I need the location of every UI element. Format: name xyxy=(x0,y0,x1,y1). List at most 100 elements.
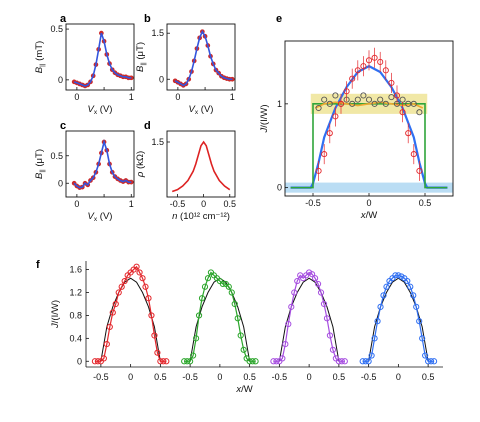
point-f-3-3 xyxy=(368,352,375,359)
panel-letter-d: d xyxy=(144,120,151,132)
point-e-4-4 xyxy=(337,100,345,107)
point-e-4-6 xyxy=(349,75,356,82)
point-f-0-9 xyxy=(118,283,125,290)
model-curve-f-0 xyxy=(100,277,161,362)
point-f-3-11 xyxy=(392,272,399,279)
ylabel-e-unit: /(I/W) xyxy=(259,105,270,128)
point-f-0-21 xyxy=(154,349,161,356)
point-f-1-16 xyxy=(228,289,235,296)
xtick-label-f-7: 0 xyxy=(307,372,312,382)
point-f-0-1 xyxy=(94,358,102,365)
point-e-4-1 xyxy=(321,151,328,158)
point-f-3-1 xyxy=(362,358,369,365)
point-e-3-12 xyxy=(382,100,389,107)
point-f-1-6 xyxy=(198,295,206,302)
point-f-3-7 xyxy=(380,292,387,299)
axes-frame-d xyxy=(166,130,236,198)
point-f-0-20 xyxy=(151,332,158,339)
xtick-label-c-2: 1 xyxy=(129,199,134,209)
series-e-0-line xyxy=(290,64,448,189)
series-f-3-line xyxy=(362,274,435,362)
ylabel-c: B|| (μT) xyxy=(34,149,46,179)
point-f-2-15 xyxy=(314,280,322,288)
point-f-0-14 xyxy=(133,263,140,270)
point-f-0-19 xyxy=(148,312,155,319)
xtick-label-b-0: 0 xyxy=(175,92,180,102)
xlabel-e-unit: /W xyxy=(366,210,378,221)
point-e-4-7 xyxy=(354,67,361,74)
point-f-2-23 xyxy=(338,358,345,365)
point-f-1-19 xyxy=(237,332,244,339)
point-f-0-17 xyxy=(142,283,149,290)
point-f-0-5 xyxy=(106,323,113,330)
ytick-label-a-1: 0.5 xyxy=(50,24,63,34)
panel-letter-a: a xyxy=(60,13,67,25)
point-f-2-1 xyxy=(273,358,280,365)
point-f-0-7 xyxy=(112,300,119,308)
xlabel-d-unit: (10¹² cm⁻¹²) xyxy=(177,211,230,222)
point-e-3-17 xyxy=(410,100,417,107)
ytick-label-f-2: 0.8 xyxy=(69,310,82,320)
point-f-3-5 xyxy=(374,318,381,325)
ylabel-a-var: B xyxy=(34,66,45,73)
point-e-4-11 xyxy=(377,58,384,65)
xtick-label-f-9: -0.5 xyxy=(361,372,377,382)
point-f-3-21 xyxy=(422,352,429,359)
ytick-label-e-1: 1 xyxy=(277,99,282,109)
xtick-label-a-0: 0 xyxy=(74,92,79,102)
point-f-1-20 xyxy=(240,346,247,353)
point-f-1-4 xyxy=(192,335,200,342)
point-e-3-10 xyxy=(371,100,378,107)
point-e-4-3 xyxy=(332,113,339,120)
point-e-3-8 xyxy=(360,92,367,99)
xtick-label-f-5: 0.5 xyxy=(243,372,256,382)
ylabel-b-var: B xyxy=(135,65,146,72)
xlabel-a-unit: (V) xyxy=(97,104,112,115)
point-f-1-17 xyxy=(231,300,238,308)
xlabel-b: Vx (V) xyxy=(189,104,214,116)
point-f-2-12 xyxy=(306,269,313,276)
point-e-4-14 xyxy=(393,92,401,99)
point-f-1-5 xyxy=(195,312,203,319)
ylabel-d: ρ (kΩ) xyxy=(135,151,146,178)
point-e-4-8 xyxy=(360,63,367,70)
point-f-2-0 xyxy=(270,358,277,365)
point-f-1-15 xyxy=(225,283,232,290)
series-b-1-line xyxy=(174,29,233,87)
point-f-2-18 xyxy=(323,315,331,322)
xtick-label-f-6: -0.5 xyxy=(272,372,288,382)
xtick-label-e-1: 0 xyxy=(366,198,371,208)
point-f-0-15 xyxy=(136,269,143,276)
point-e-4-16 xyxy=(405,130,412,137)
xlabel-a-sub: x xyxy=(94,109,98,116)
point-e-4-17 xyxy=(410,151,417,158)
point-f-2-20 xyxy=(329,346,337,353)
point-f-2-5 xyxy=(285,320,292,328)
xtick-label-f-3: -0.5 xyxy=(182,372,198,382)
xlabel-c: Vx (V) xyxy=(88,211,113,223)
ytick-label-f-3: 1.2 xyxy=(69,288,82,298)
xlabel-d: n (10¹² cm⁻¹²) xyxy=(172,211,230,222)
point-f-1-7 xyxy=(201,283,209,290)
point-f-3-15 xyxy=(404,277,411,285)
xlabel-b-unit: (V) xyxy=(198,104,213,115)
ylabel-c-unit: (μT) xyxy=(34,149,45,169)
point-e-3-13 xyxy=(388,94,395,101)
xtick-label-f-11: 0.5 xyxy=(422,372,435,382)
xtick-label-f-8: 0.5 xyxy=(333,372,346,382)
ytick-label-c-0: 0 xyxy=(58,178,63,188)
point-f-2-8 xyxy=(294,277,301,285)
xlabel-e: x/W xyxy=(360,210,377,221)
xlabel-f-var: x xyxy=(235,384,242,395)
point-f-0-16 xyxy=(139,275,146,282)
point-f-3-17 xyxy=(410,292,417,299)
point-e-3-6 xyxy=(349,100,356,107)
series-d-0-line xyxy=(171,140,231,193)
point-f-1-3 xyxy=(190,352,197,359)
point-f-0-0 xyxy=(91,358,99,365)
series-c-1-line xyxy=(73,139,132,189)
point-f-1-24 xyxy=(252,358,259,365)
ylabel-b: B|| (μT) xyxy=(135,42,147,72)
xtick-label-e-0: -0.5 xyxy=(305,198,321,208)
